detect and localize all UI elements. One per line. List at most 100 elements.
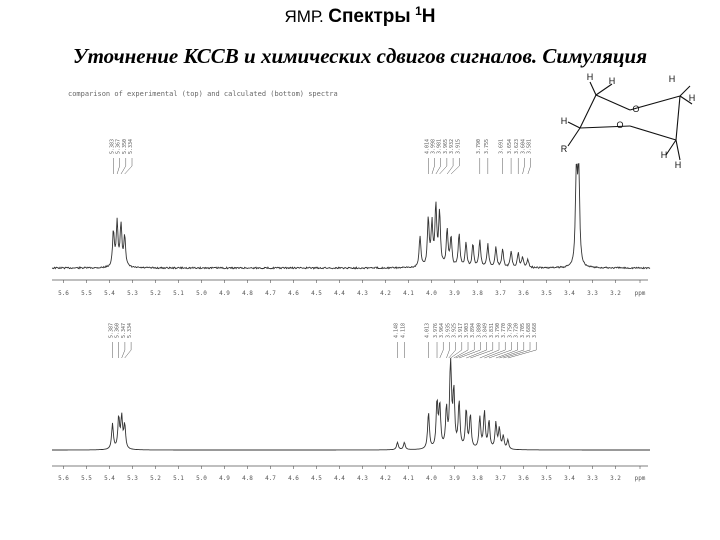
peak-label: 3.965 — [443, 139, 449, 154]
x-tick-label: 5.2 — [150, 475, 161, 482]
x-tick-label: 4.3 — [357, 290, 368, 297]
x-tick-label: 3.2 — [610, 475, 621, 482]
x-tick-label: 4.5 — [311, 475, 322, 482]
peak-label: 3.880 — [476, 323, 482, 338]
peak-leader-line — [124, 342, 132, 359]
peak-leader-line — [446, 342, 450, 359]
peak-leader-line — [116, 158, 120, 175]
atom-label: H — [675, 160, 682, 170]
peak-label: 3.981 — [437, 139, 443, 154]
peak-leader-line — [439, 158, 448, 175]
title-superscript: 1 — [415, 4, 422, 18]
x-tick-label: 3.2 — [610, 290, 621, 297]
x-tick-label: 4.0 — [426, 475, 437, 482]
x-tick-label: ppm — [635, 290, 646, 297]
peak-label: 3.932 — [449, 139, 455, 154]
peak-label: 5.334 — [128, 139, 134, 154]
x-tick-label: 3.3 — [587, 475, 598, 482]
x-tick-label: 3.7 — [495, 290, 506, 297]
peak-label: 3.790 — [495, 323, 501, 338]
peak-leader-line — [522, 158, 525, 175]
peak-label: 5.347 — [121, 323, 127, 338]
peak-leader-line — [499, 342, 525, 359]
peak-label: 3.691 — [499, 139, 505, 154]
peak-label: 3.581 — [527, 139, 533, 154]
x-tick-label: 5.0 — [196, 475, 207, 482]
peak-leader-line — [479, 342, 500, 359]
atom-label: H — [587, 72, 594, 82]
title-nucleus: H — [421, 6, 436, 27]
peak-label: 3.917 — [458, 323, 464, 338]
calculated-spectrum: 5.6 5.5 5.4 5.3 5.2 5.1 5.0 4.9 4.8 4.7 4.6 4.5 4.4 4… — [52, 323, 650, 482]
peak-leader-line — [448, 342, 456, 359]
peak-leader-line — [527, 158, 531, 175]
peak-label: 5.350 — [122, 139, 128, 154]
x-tick-label: 4.7 — [265, 290, 276, 297]
peak-label: 3.688 — [526, 323, 532, 338]
x-tick-label: 4.2 — [380, 290, 391, 297]
peak-label: 3.894 — [470, 323, 476, 338]
x-tick-label: 3.8 — [472, 290, 483, 297]
title-prefix: ЯМР. — [284, 7, 324, 26]
x-tick-label: 4.9 — [219, 290, 230, 297]
peak-leader-line — [431, 158, 435, 175]
peak-label: 3.998 — [430, 139, 436, 154]
x-tick-label: 5.1 — [173, 475, 184, 482]
peak-label: 5.360 — [115, 323, 121, 338]
peak-leader-line — [470, 342, 494, 359]
x-tick-label: 5.5 — [81, 290, 92, 297]
peak-leader-line — [446, 158, 454, 175]
peak-leader-line — [453, 342, 469, 359]
peak-label: 3.668 — [532, 323, 538, 338]
atom-label: O — [616, 120, 623, 130]
x-tick-label: 4.1 — [403, 290, 414, 297]
x-tick-label: 3.3 — [587, 290, 598, 297]
x-tick-label: 3.4 — [564, 290, 575, 297]
x-tick-label: 4.0 — [426, 290, 437, 297]
peak-label: 3.964 — [439, 323, 445, 338]
peak-label: 3.705 — [520, 323, 526, 338]
peak-leader-line — [120, 158, 127, 175]
x-tick-label: 4.8 — [242, 475, 253, 482]
peak-label: 3.831 — [489, 323, 495, 338]
x-tick-label: 4.9 — [219, 475, 230, 482]
peak-label: 5.387 — [108, 323, 114, 338]
x-tick-label: 5.3 — [127, 290, 138, 297]
peak-label: 5.367 — [116, 139, 122, 154]
peak-label: 3.623 — [514, 139, 520, 154]
peak-leader-line — [466, 342, 487, 359]
x-tick-label: 4.7 — [265, 475, 276, 482]
atom-label: O — [632, 104, 639, 114]
x-tick-label: 4.5 — [311, 290, 322, 297]
x-tick-label: 4.4 — [334, 290, 345, 297]
x-tick-label: 3.6 — [518, 475, 529, 482]
x-tick-label: 5.1 — [173, 290, 184, 297]
atom-label: H — [661, 150, 668, 160]
x-tick-label: 4.2 — [380, 475, 391, 482]
x-tick-label: 3.7 — [495, 475, 506, 482]
x-tick-label: 5.4 — [104, 475, 115, 482]
peak-label: 3.925 — [452, 323, 458, 338]
peak-label: 3.790 — [476, 139, 482, 154]
figure-caption: comparison of experimental (top) and cal… — [68, 90, 338, 98]
peak-label: 3.720 — [514, 323, 520, 338]
spectrum-trace — [51, 163, 651, 270]
peak-label: 3.604 — [520, 139, 526, 154]
peak-label: 3.903 — [464, 323, 470, 338]
peak-label: 4.014 — [424, 139, 430, 154]
peak-leader-line — [450, 342, 463, 359]
peak-label: 3.915 — [455, 139, 461, 154]
peak-label: 3.935 — [445, 323, 451, 338]
atom-label: H — [669, 74, 676, 84]
peak-label: 4.148 — [393, 323, 399, 338]
peak-label: 5.334 — [127, 323, 133, 338]
title-main: Спектры — [328, 6, 411, 27]
peak-leader-line — [450, 158, 460, 175]
x-tick-label: 5.2 — [150, 290, 161, 297]
experimental-spectrum: 5.6 5.5 5.4 5.3 5.2 5.1 5.0 4.9 4.8 4.7 4.6 4.5 4.4 4… — [51, 139, 651, 297]
x-tick-label: 5.3 — [127, 475, 138, 482]
x-tick-label: 5.4 — [104, 290, 115, 297]
peak-leader-line — [124, 158, 133, 175]
x-tick-label: 4.3 — [357, 475, 368, 482]
